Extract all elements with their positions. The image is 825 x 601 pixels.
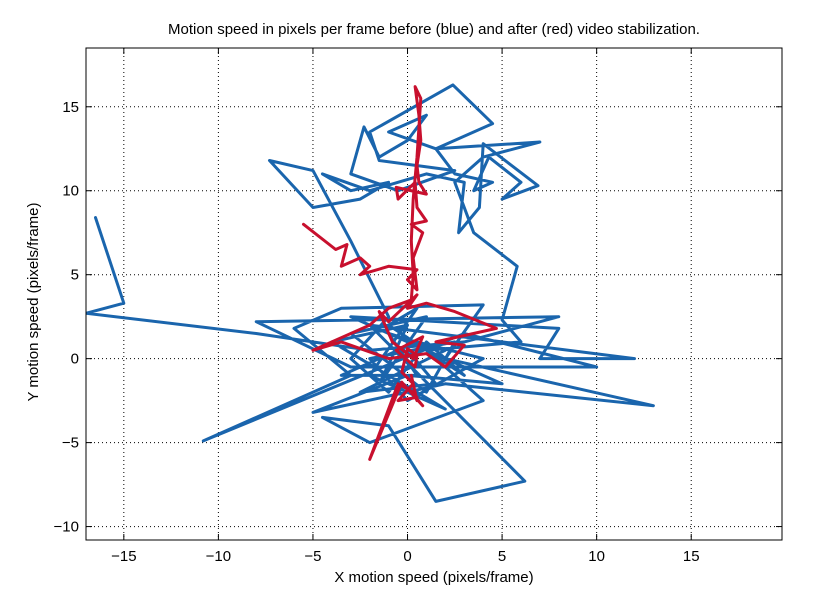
y-tick-label: 15 [62,99,79,116]
x-tick-label: 5 [498,548,506,565]
grid [86,48,782,540]
x-tick-label: −5 [304,548,321,565]
plot-frame [85,47,783,541]
y-axis-label: Y motion speed (pixels/frame) [25,203,42,402]
chart-title: Motion speed in pixels per frame before … [168,21,700,38]
y-tick-label: 0 [71,351,79,368]
y-tick-label: −10 [54,519,79,536]
x-tick-label: 0 [403,548,411,565]
series-layer [86,83,655,503]
y-tick-label: −5 [62,435,79,452]
x-tick-label: −10 [206,548,231,565]
x-tick-label: 10 [588,548,605,565]
x-tick-label: 15 [683,548,700,565]
series-line-before [86,83,655,503]
y-tick-label: 5 [71,267,79,284]
y-tick-label: 10 [62,183,79,200]
x-tick-label: −15 [111,548,136,565]
ticks: −15 −10 −5 0 5 10 15 −10 −5 0 5 10 15 [54,48,782,565]
x-axis-label: X motion speed (pixels/frame) [334,569,533,586]
series-line-after [302,85,498,461]
